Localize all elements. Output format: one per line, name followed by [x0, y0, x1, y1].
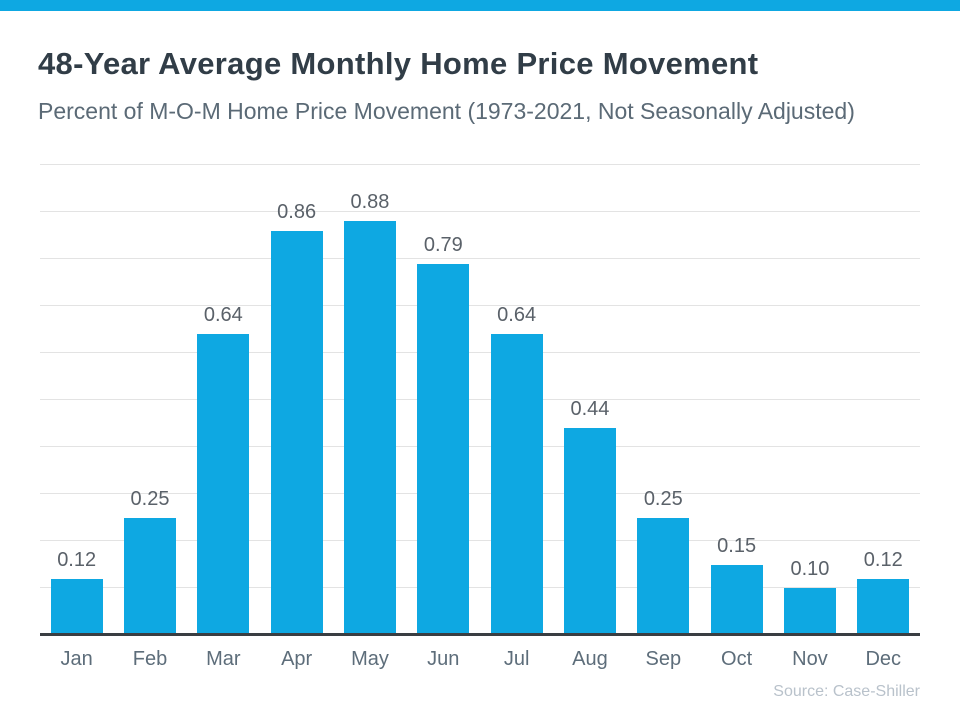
gridline [40, 352, 920, 353]
bar-group-feb: 0.25 [113, 165, 186, 635]
bar-value-label: 0.44 [570, 398, 610, 421]
gridline [40, 258, 920, 259]
x-axis-labels: Jan Feb Mar Apr May Jun Jul Aug Sep Oct Nov Dec [40, 644, 920, 674]
gridline [40, 399, 920, 400]
gridline [40, 493, 920, 494]
bar-value-label: 0.64 [203, 304, 243, 327]
page-title: 48-Year Average Monthly Home Price Movem… [38, 46, 759, 81]
source-credit: Source: Case-Shiller [773, 683, 920, 700]
bar-series: 0.12 0.25 0.64 0.86 0.88 0.79 0.64 0.44 0.25 0.15… [40, 165, 920, 635]
x-tick-label-dec: Dec [865, 648, 902, 670]
bar-value-label: 0.64 [497, 304, 537, 327]
bar-value-label: 0.79 [423, 233, 463, 256]
gridline [40, 211, 920, 212]
bar-value-label: 0.88 [350, 191, 390, 214]
x-tick-label-jan: Jan [60, 648, 93, 670]
bar-dec [857, 578, 910, 635]
bar-group-jul: 0.64 [480, 165, 553, 635]
x-tick-label-may: May [351, 648, 389, 670]
x-tick-label-mar: Mar [206, 648, 241, 670]
x-tick-label-apr: Apr [281, 648, 313, 670]
gridline [40, 446, 920, 447]
x-tick-label-jun: Jun [427, 648, 460, 670]
x-tick-label-nov: Nov [792, 648, 828, 670]
bar-value-label: 0.25 [643, 487, 683, 510]
page-subtitle: Percent of M-O-M Home Price Movement (19… [38, 98, 855, 124]
x-tick-label-feb: Feb [132, 648, 168, 670]
gridlines [40, 164, 920, 635]
bar-group-may: 0.88 [333, 165, 406, 635]
bar-value-label: 0.12 [863, 548, 903, 571]
bar-group-sep: 0.25 [627, 165, 700, 635]
gridline [40, 164, 920, 165]
bar-group-oct: 0.15 [700, 165, 773, 635]
bar-group-apr: 0.86 [260, 165, 333, 635]
gridline [40, 540, 920, 541]
bar-group-aug: 0.44 [553, 165, 626, 635]
bar-group-jan: 0.12 [40, 165, 113, 635]
bar-oct [710, 564, 763, 635]
bar-apr [270, 230, 323, 635]
bar-value-label: 0.15 [717, 534, 757, 557]
x-tick-label-oct: Oct [721, 648, 753, 670]
bar-group-nov: 0.10 [773, 165, 846, 635]
bar-group-dec: 0.12 [847, 165, 920, 635]
bar-jul [490, 334, 543, 635]
bar-value-label: 0.86 [277, 200, 317, 223]
bar-may [343, 221, 396, 635]
bar-feb [123, 517, 176, 635]
x-tick-label-aug: Aug [572, 648, 608, 670]
bar-jun [417, 263, 470, 635]
gridline [40, 305, 920, 306]
x-tick-label-jul: Jul [503, 648, 530, 670]
bar-value-label: 0.10 [790, 558, 830, 580]
bar-group-jun: 0.79 [407, 165, 480, 635]
bar-jan [50, 578, 103, 635]
bar-sep [637, 517, 690, 635]
bar-mar [197, 334, 250, 635]
bar-value-label: 0.12 [57, 548, 97, 571]
x-axis-line [40, 633, 920, 636]
top-accent-bar [0, 0, 960, 11]
bar-value-label: 0.25 [130, 487, 170, 510]
chart-plot-area: 0.12 0.25 0.64 0.86 0.88 0.79 0.64 0.44 0.25 0.15… [40, 164, 920, 636]
bar-nov [783, 588, 836, 635]
x-tick-label-sep: Sep [645, 648, 682, 670]
gridline [40, 587, 920, 588]
bar-aug [563, 428, 616, 635]
bar-group-mar: 0.64 [187, 165, 260, 635]
